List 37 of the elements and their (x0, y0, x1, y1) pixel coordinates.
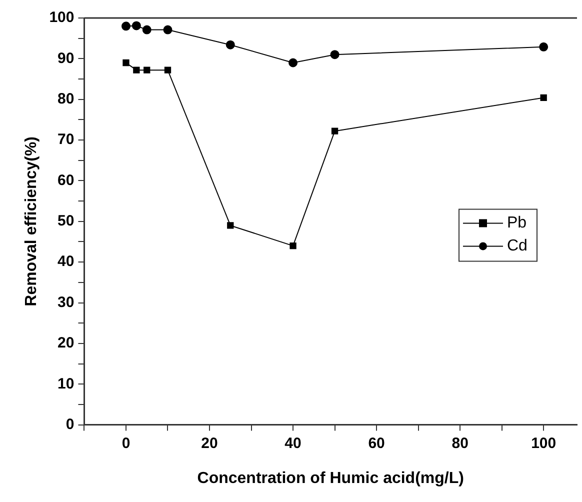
x-tick-label: 60 (368, 434, 385, 452)
point (330, 50, 340, 60)
y-tick-label: 60 (58, 172, 74, 189)
point (121, 22, 130, 31)
legend-label: Cd (507, 238, 528, 255)
x-tick-label: 100 (531, 434, 556, 452)
y-tick-label: 90 (58, 50, 74, 67)
x-tick-label: 40 (284, 434, 302, 452)
x-tick-label: 20 (201, 434, 218, 452)
x-tick-label: 0 (122, 434, 130, 452)
point (132, 21, 141, 30)
point (288, 58, 298, 68)
point (226, 40, 235, 50)
y-tick-label: 80 (58, 90, 74, 108)
point (133, 66, 140, 74)
x-axis-title: Concentration of Humic acid(mg/L) (197, 470, 464, 487)
y-tick-label: 40 (58, 253, 74, 270)
y-tick-label: 50 (58, 212, 74, 230)
y-axis-title: Removal efficiency(%) (23, 136, 40, 306)
y-tick-label: 70 (58, 131, 74, 148)
point (122, 59, 130, 66)
point (539, 42, 548, 52)
x-tick-label: 80 (452, 434, 468, 452)
point (142, 25, 152, 34)
point (144, 66, 150, 74)
point (540, 94, 547, 102)
point (290, 242, 296, 250)
point (227, 222, 234, 229)
y-tick-label: 10 (58, 375, 74, 392)
point (163, 25, 172, 34)
y-tick-label: 100 (49, 9, 74, 26)
legend-label: Pb (507, 214, 527, 232)
point (331, 128, 338, 134)
y-tick-label: 0 (66, 416, 74, 433)
point (164, 66, 172, 74)
y-tick-label: 30 (58, 294, 74, 311)
y-tick-label: 20 (58, 334, 74, 352)
